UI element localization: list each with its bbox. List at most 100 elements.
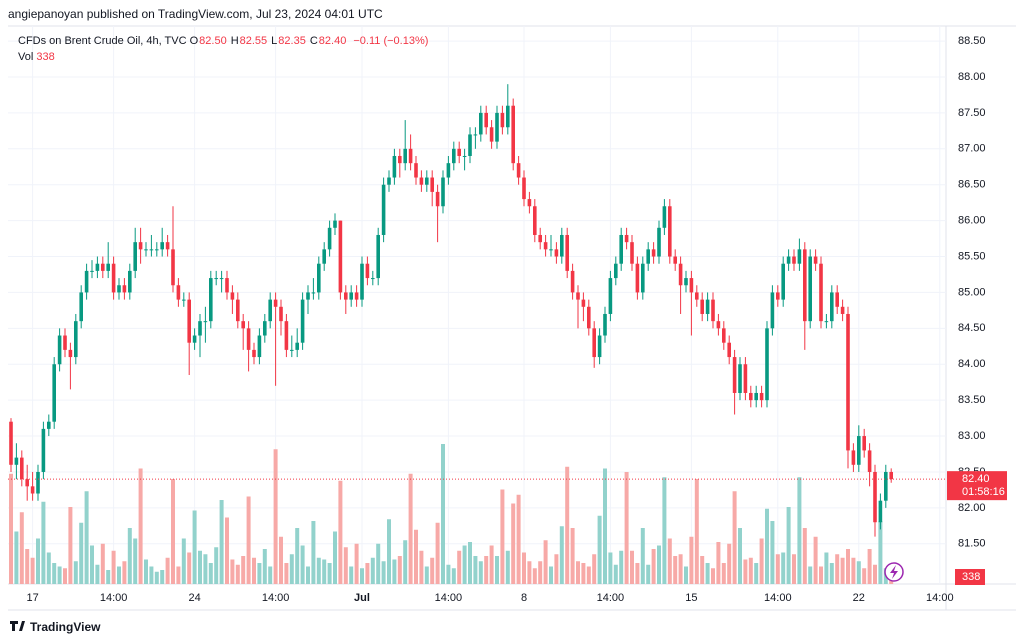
volume-bar — [867, 549, 872, 584]
candle-body — [657, 227, 661, 257]
volume-bar — [538, 561, 543, 584]
candle-body — [840, 306, 845, 314]
candle-body — [500, 112, 505, 128]
volume-bar — [570, 528, 575, 584]
candle-body — [41, 428, 46, 472]
volume-bar — [738, 528, 742, 584]
volume-bar — [214, 547, 219, 584]
volume-bar — [835, 554, 840, 584]
volume-bar — [241, 556, 246, 584]
volume-bar — [667, 538, 672, 584]
volume-bar — [171, 479, 175, 584]
volume-bar — [25, 549, 30, 584]
volume-bar — [322, 559, 327, 584]
y-tick-label: 84.50 — [958, 322, 986, 334]
candle-body — [117, 285, 121, 293]
candle-body — [160, 242, 164, 250]
candle-body — [14, 457, 19, 465]
volume-bar — [84, 491, 89, 584]
volume-layer — [9, 444, 894, 584]
volume-bar — [79, 522, 84, 584]
candle-body — [414, 163, 418, 178]
candle-body — [635, 263, 640, 293]
candle-body — [684, 278, 688, 286]
candle-body — [759, 392, 764, 401]
candle-body — [797, 249, 802, 264]
volume-bar — [63, 568, 67, 584]
volume-bar — [52, 563, 57, 584]
candle-body — [187, 299, 191, 343]
volume-bar — [144, 559, 148, 584]
volume-bar — [279, 536, 283, 584]
candle-body — [430, 177, 434, 192]
candle-body — [101, 263, 105, 271]
candle-body — [441, 177, 445, 207]
volume-bar — [808, 566, 813, 584]
y-tick-label: 85.50 — [958, 250, 986, 262]
volume-bar — [549, 566, 553, 584]
candle-body — [857, 436, 861, 465]
ohlc-field: C — [309, 35, 318, 47]
volume-bar — [441, 444, 445, 584]
candle-body — [263, 321, 267, 336]
volume-bar — [403, 540, 408, 584]
x-tick-label: 14:00 — [100, 592, 128, 604]
candle-body — [711, 299, 715, 322]
volume-bar — [284, 563, 289, 584]
candle-body — [155, 249, 159, 251]
candle-body — [889, 471, 893, 480]
volume-bar — [187, 552, 192, 584]
volume-bar — [700, 556, 705, 584]
candle-body — [533, 206, 537, 235]
volume-row: Vol 338 — [18, 49, 432, 65]
candle-body — [695, 292, 699, 300]
volume-bar — [862, 568, 867, 584]
candle-body — [47, 421, 51, 429]
volume-bar — [419, 550, 424, 584]
candle-body — [349, 292, 353, 300]
candle-body — [754, 392, 758, 401]
legend-row: CFDs on Brent Crude Oil, 4h, TVC O82.50 H… — [18, 33, 432, 49]
volume-bar — [90, 545, 94, 584]
candle-body — [203, 321, 208, 323]
volume-bar — [127, 528, 132, 584]
volume-name: Vol — [18, 51, 34, 63]
publish-header: angiepanoyan published on TradingView.co… — [8, 7, 383, 21]
candle-body — [214, 278, 218, 280]
volume-bar — [176, 566, 181, 584]
volume-bar — [829, 563, 834, 584]
y-tick-label: 87.00 — [958, 143, 986, 155]
volume-bar — [824, 552, 829, 584]
candle-body — [338, 220, 343, 293]
candle-body — [425, 177, 429, 185]
candle-body — [662, 206, 667, 228]
volume-bar — [624, 472, 629, 584]
x-tick-label: 8 — [521, 592, 527, 604]
volume-bar — [684, 566, 688, 584]
y-tick-label: 86.50 — [958, 179, 986, 191]
volume-bar — [775, 554, 780, 584]
candle-body — [360, 263, 364, 300]
volume-bar — [203, 554, 208, 584]
candle-body — [268, 299, 272, 322]
candle-body — [705, 299, 710, 314]
lightning-icon[interactable] — [884, 562, 904, 582]
candle-body — [678, 263, 683, 286]
volume-bar — [781, 552, 786, 584]
candle-body — [435, 191, 440, 207]
volume-bar — [489, 545, 494, 584]
volume-bar — [138, 468, 143, 584]
volume-bar — [711, 568, 715, 584]
volume-bar — [505, 550, 510, 584]
volume-bar — [495, 556, 499, 584]
candle-body — [495, 112, 499, 142]
candle-body — [333, 220, 337, 228]
volume-bar — [154, 571, 159, 584]
candle-body — [284, 321, 289, 350]
x-tick-label: 24 — [188, 592, 200, 604]
candle-body — [884, 471, 888, 501]
volume-bar — [873, 564, 877, 584]
volume-bar — [565, 466, 570, 584]
volume-bar — [484, 556, 489, 584]
ohlc-value: 82.40 — [318, 35, 347, 47]
